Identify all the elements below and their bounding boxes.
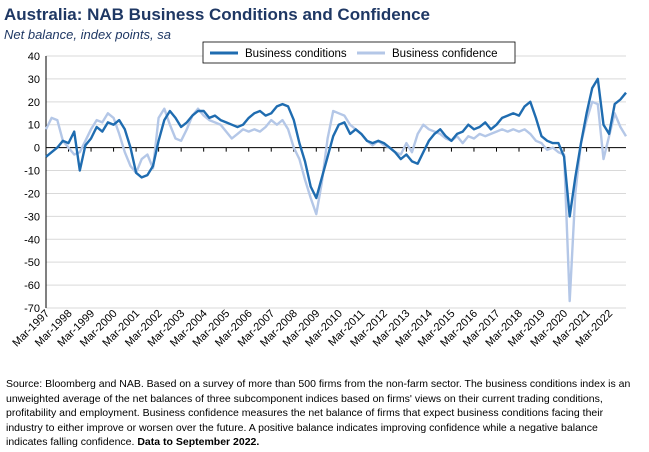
y-tick-label: -50 (24, 257, 40, 269)
y-tick-label: -10 (24, 166, 40, 178)
y-tick-label: 0 (34, 143, 40, 155)
series-line-business-conditions (45, 77, 627, 218)
source-note: Source: Bloomberg and NAB. Based on a su… (6, 377, 642, 450)
series-line-business-confidence (44, 100, 628, 303)
y-tick-label: -60 (24, 280, 40, 292)
y-tick-label: 40 (28, 51, 40, 63)
y-tick-label: -20 (24, 188, 40, 200)
y-tick-label: 20 (28, 97, 40, 109)
chart-subtitle: Net balance, index points, sa (4, 27, 171, 42)
y-tick-label: -40 (24, 234, 40, 246)
chart-title: Australia: NAB Business Conditions and C… (4, 5, 430, 24)
source-text: Source: Bloomberg and NAB. Based on a su… (6, 378, 631, 449)
data-note: Data to September 2022. (137, 436, 260, 449)
y-tick-label: -70 (24, 303, 40, 315)
legend-label: Business confidence (392, 48, 497, 60)
y-tick-label: 30 (28, 74, 40, 86)
y-tick-label: -30 (24, 211, 40, 223)
legend-label: Business conditions (245, 48, 347, 60)
y-tick-label: 10 (28, 120, 40, 132)
